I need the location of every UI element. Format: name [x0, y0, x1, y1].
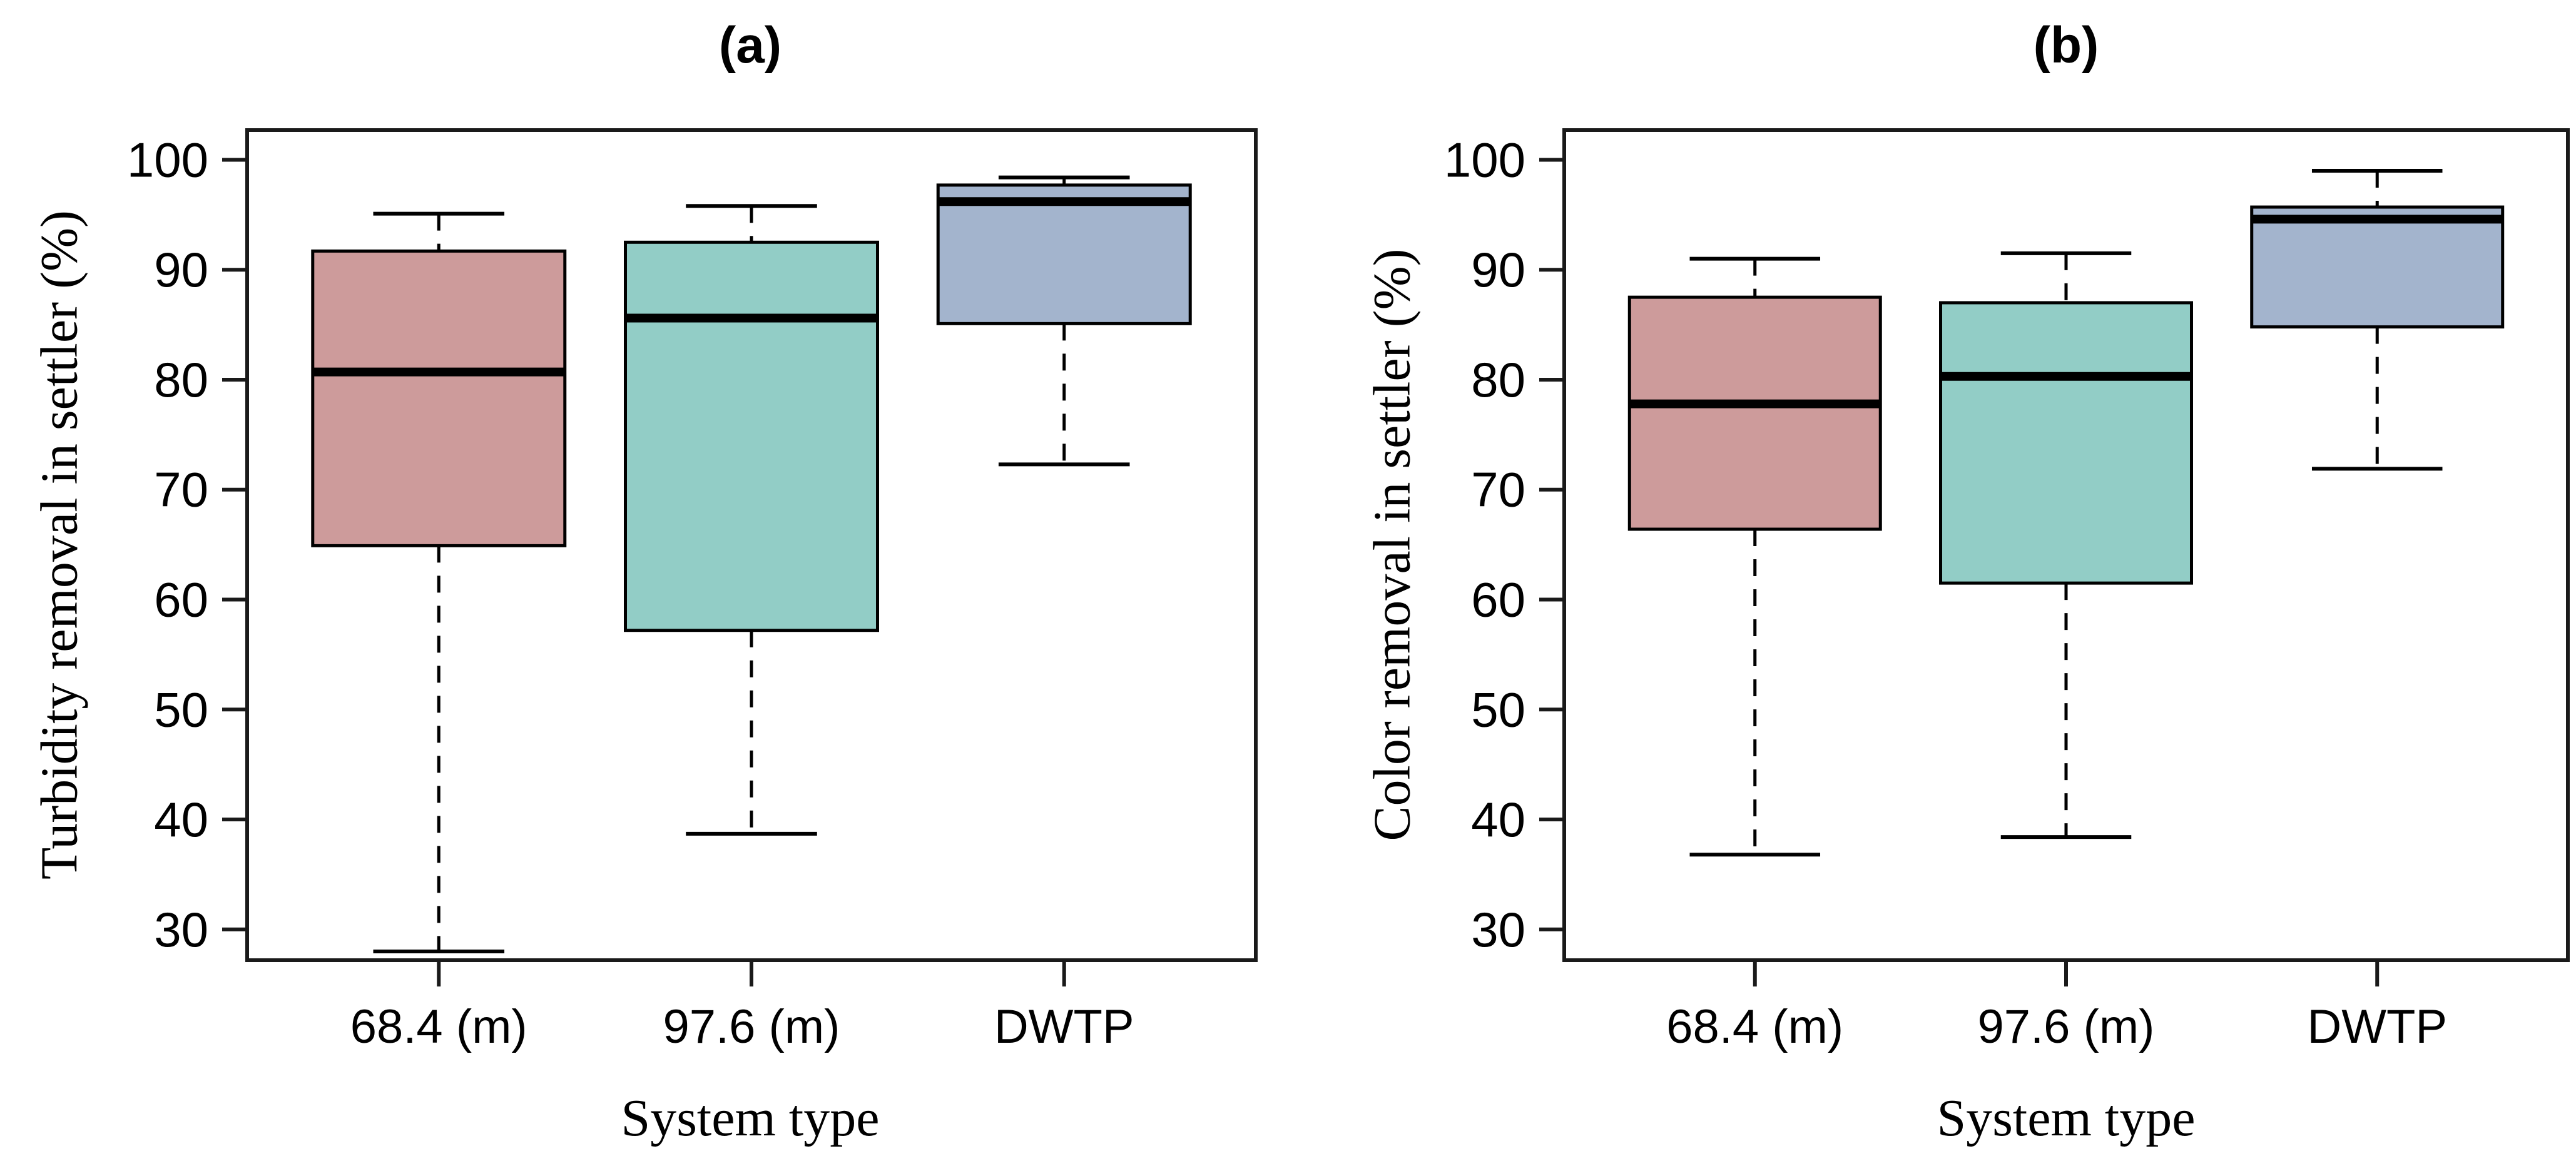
iqr-box — [624, 240, 879, 632]
y-tick-label: 30 — [1471, 902, 1525, 957]
y-tick-label: 50 — [1471, 682, 1525, 737]
y-tick-label: 40 — [154, 792, 208, 847]
x-category-label: 97.6 (m) — [1978, 1000, 2155, 1053]
x-category-label: 68.4 (m) — [1666, 1000, 1843, 1053]
panel-a-x-axis-title: System type — [621, 1089, 880, 1147]
y-tick-label: 100 — [127, 132, 208, 187]
y-tick-label: 50 — [154, 682, 208, 737]
y-tick-label: 100 — [1444, 132, 1525, 187]
y-tick-label: 90 — [154, 242, 208, 297]
iqr-box — [2250, 205, 2505, 329]
y-tick-label: 70 — [154, 462, 208, 517]
y-tick-label: 70 — [1471, 462, 1525, 517]
x-category-label: DWTP — [2307, 1000, 2447, 1053]
iqr-box — [1939, 301, 2193, 585]
x-category-label: 68.4 (m) — [350, 1000, 527, 1053]
x-category-label: DWTP — [994, 1000, 1134, 1053]
y-tick-label: 60 — [154, 572, 208, 627]
panel-a-title: (a) — [718, 17, 782, 74]
iqr-box — [311, 249, 567, 547]
x-category-label: 97.6 (m) — [663, 1000, 840, 1053]
y-tick-label: 30 — [154, 902, 208, 957]
y-tick-label: 90 — [1471, 242, 1525, 297]
panel-b-title: (b) — [2033, 17, 2099, 74]
y-tick-label: 80 — [154, 352, 208, 407]
y-tick-label: 60 — [1471, 572, 1525, 627]
panel-b-x-axis-title: System type — [1937, 1089, 2196, 1147]
iqr-box — [936, 183, 1192, 325]
y-tick-label: 40 — [1471, 792, 1525, 847]
y-tick-label: 80 — [1471, 352, 1525, 407]
iqr-box — [1627, 295, 1882, 531]
